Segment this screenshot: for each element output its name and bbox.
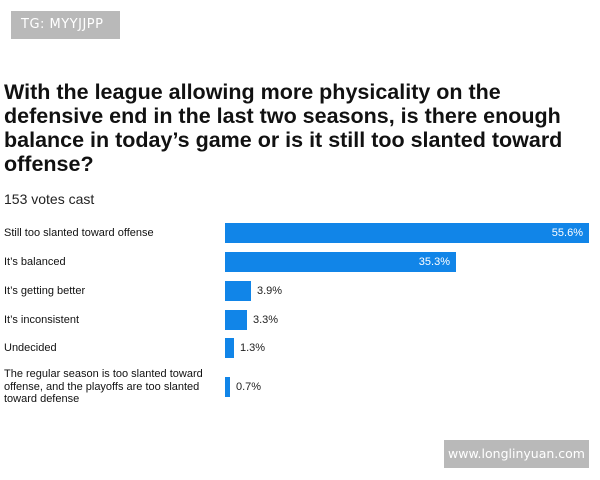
value-label: 0.7% xyxy=(236,380,262,393)
bar xyxy=(225,377,230,397)
bar xyxy=(225,223,589,243)
category-label: It’s inconsistent xyxy=(4,313,80,326)
bar xyxy=(225,281,251,301)
category-label: The regular season is too slanted toward… xyxy=(4,368,203,405)
value-label: 35.3% xyxy=(418,255,450,268)
poll-question: With the league allowing more physicalit… xyxy=(4,80,563,176)
value-label: 55.6% xyxy=(551,226,583,239)
votes-cast: 153 votes cast xyxy=(4,191,95,207)
watermark-top: TG: MYYJJPP xyxy=(11,11,120,39)
value-label: 3.9% xyxy=(257,284,283,297)
value-label: 1.3% xyxy=(240,341,266,354)
value-label: 3.3% xyxy=(253,313,279,326)
category-label: Still too slanted toward offense xyxy=(4,226,154,239)
bar xyxy=(225,338,234,358)
bar xyxy=(225,252,456,272)
bar xyxy=(225,310,247,330)
category-label: It’s getting better xyxy=(4,284,86,297)
category-label: It’s balanced xyxy=(4,255,66,268)
category-label: Undecided xyxy=(4,341,57,354)
watermark-bottom: www.longlinyuan.com xyxy=(444,440,589,468)
